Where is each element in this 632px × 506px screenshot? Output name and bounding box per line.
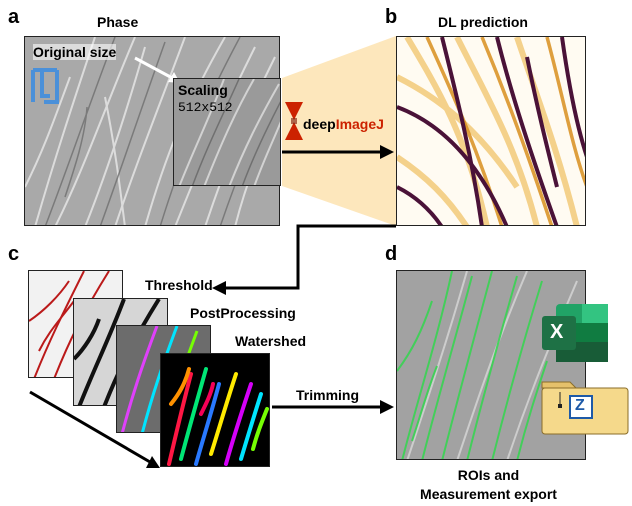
phase-title: Phase	[97, 14, 139, 30]
panel-letter-c: c	[8, 243, 20, 265]
deepimagej-prefix: deep	[303, 116, 336, 132]
watershed-image	[160, 353, 270, 467]
caption-line-1-text: ROIs and	[457, 467, 520, 483]
excel-letter: X	[550, 321, 564, 343]
caption-line-2: Measurement export	[0, 486, 632, 502]
fiji-logo-icon	[31, 68, 59, 104]
postprocessing-label: PostProcessing	[190, 305, 296, 321]
deepimagej-suffix: ImageJ	[335, 116, 384, 132]
trimming-label: Trimming	[296, 387, 360, 403]
caption-line-1: ROIs and	[0, 467, 632, 483]
excel-icon: X	[540, 302, 610, 364]
folder-letter: Z	[575, 397, 585, 414]
scaling-size-text: 512x512	[178, 100, 233, 115]
scaling-label: Scaling	[178, 82, 228, 98]
panel-letter-d: d	[385, 243, 398, 265]
watershed-label: Watershed	[235, 333, 307, 349]
panel-letter-a: a	[8, 6, 20, 28]
deepimagej-logo-icon	[285, 102, 303, 140]
panel-letter-b: b	[385, 6, 398, 28]
deepimagej-label: deepImageJ	[303, 116, 384, 132]
dl-prediction-title: DL prediction	[438, 14, 528, 30]
original-size-label: Original size	[33, 44, 117, 60]
dl-prediction-image	[396, 36, 586, 226]
caption-line-2-text: Measurement export	[420, 486, 557, 502]
scaling-image	[173, 78, 281, 186]
threshold-label: Threshold	[145, 277, 213, 293]
zip-folder-icon: Z	[540, 378, 630, 436]
